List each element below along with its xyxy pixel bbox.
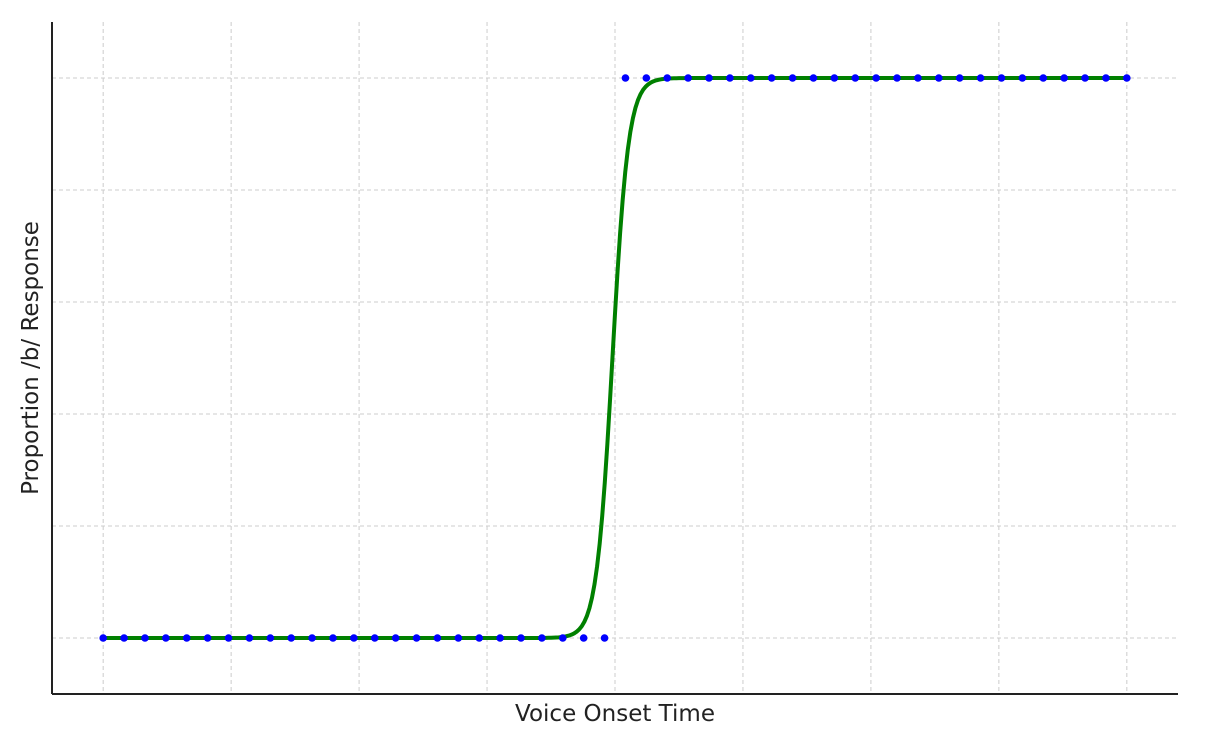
data-point — [830, 74, 839, 82]
data-point — [684, 74, 692, 82]
data-point — [997, 74, 1006, 82]
data-point — [162, 634, 170, 642]
data-point — [558, 634, 567, 642]
data-point — [370, 634, 379, 642]
data-point — [350, 634, 358, 642]
data-point — [329, 634, 337, 642]
data-point — [245, 634, 254, 642]
data-point — [120, 634, 128, 642]
data-point — [517, 634, 525, 642]
data-point — [433, 634, 442, 642]
data-point — [1102, 74, 1110, 82]
data-point — [579, 634, 588, 642]
data-point — [893, 74, 901, 82]
data-point — [287, 634, 295, 642]
data-point — [976, 74, 985, 82]
data-point — [955, 74, 964, 82]
data-point — [496, 634, 504, 642]
series-layer — [99, 74, 1131, 642]
data-point — [767, 74, 776, 82]
data-point — [872, 74, 880, 82]
data-point — [538, 634, 546, 642]
data-point — [182, 634, 191, 642]
data-point — [914, 74, 922, 82]
data-point — [391, 634, 400, 642]
data-point — [642, 74, 651, 82]
data-point — [705, 74, 713, 82]
x-gridlines — [102, 22, 1128, 694]
data-point — [266, 634, 275, 642]
x-axis-label: Voice Onset Time — [515, 701, 715, 727]
y-axis-label: Proportion /b/ Response — [18, 221, 44, 495]
data-point — [726, 74, 734, 82]
data-point — [203, 634, 212, 642]
data-point — [1081, 74, 1089, 82]
data-point — [1123, 74, 1131, 82]
data-point — [1060, 74, 1068, 82]
data-point — [788, 74, 797, 82]
data-point — [454, 634, 463, 642]
data-point — [1018, 74, 1027, 82]
data-point — [935, 74, 943, 82]
data-point — [663, 74, 672, 82]
data-point — [412, 634, 421, 642]
data-point — [746, 74, 755, 82]
data-point — [141, 634, 149, 642]
data-point — [621, 74, 630, 82]
data-point — [308, 634, 316, 642]
data-point — [99, 634, 107, 642]
data-point — [1039, 74, 1048, 82]
data-point — [600, 634, 609, 642]
data-point — [475, 634, 484, 642]
data-point — [851, 74, 860, 82]
data-point — [809, 74, 818, 82]
data-point — [224, 634, 233, 642]
